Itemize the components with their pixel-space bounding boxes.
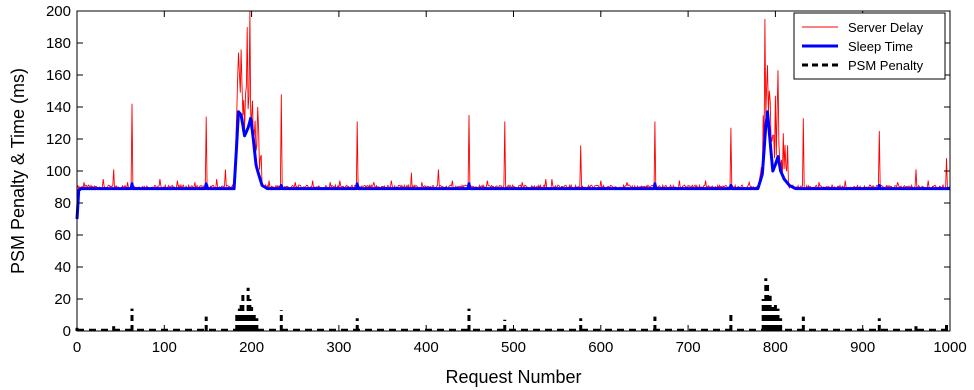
y-tick-label: 160 bbox=[46, 67, 71, 84]
axis-ticks: 0 100 200 300 400 500 600 700 800 900 1000 0 20 40 60 8… bbox=[46, 3, 967, 356]
y-tick-label: 0 bbox=[63, 323, 71, 340]
y-tick-label: 120 bbox=[46, 131, 71, 148]
x-axis-label: Request Number bbox=[445, 367, 581, 387]
x-tick-label: 800 bbox=[763, 339, 788, 356]
y-tick-label: 140 bbox=[46, 99, 71, 116]
x-tick-label: 700 bbox=[676, 339, 701, 356]
x-tick-label: 500 bbox=[501, 339, 526, 356]
y-tick-label: 40 bbox=[54, 259, 71, 276]
y-tick-label: 180 bbox=[46, 35, 71, 52]
legend-label-psm-penalty: PSM Penalty bbox=[848, 58, 924, 73]
x-tick-label: 600 bbox=[588, 339, 613, 356]
legend-label-sleep-time: Sleep Time bbox=[848, 39, 913, 54]
y-tick-label: 100 bbox=[46, 163, 71, 180]
x-tick-label: 300 bbox=[326, 339, 351, 356]
series-sleep-time-line bbox=[75, 110, 951, 220]
x-tick-label: 0 bbox=[73, 339, 81, 356]
y-tick-label: 20 bbox=[54, 291, 71, 308]
legend-label-server-delay: Server Delay bbox=[848, 20, 924, 35]
y-tick-label: 80 bbox=[54, 195, 71, 212]
x-tick-label: 400 bbox=[414, 339, 439, 356]
y-axis-label: PSM Penalty & Time (ms) bbox=[8, 68, 28, 274]
y-tick-label: 200 bbox=[46, 3, 71, 20]
x-tick-label: 100 bbox=[152, 339, 177, 356]
y-tick-label: 60 bbox=[54, 227, 71, 244]
x-tick-label: 900 bbox=[850, 339, 875, 356]
legend: Server Delay Sleep Time PSM Penalty bbox=[793, 12, 946, 80]
x-tick-label: 200 bbox=[239, 339, 264, 356]
x-tick-label: 1000 bbox=[933, 339, 966, 356]
